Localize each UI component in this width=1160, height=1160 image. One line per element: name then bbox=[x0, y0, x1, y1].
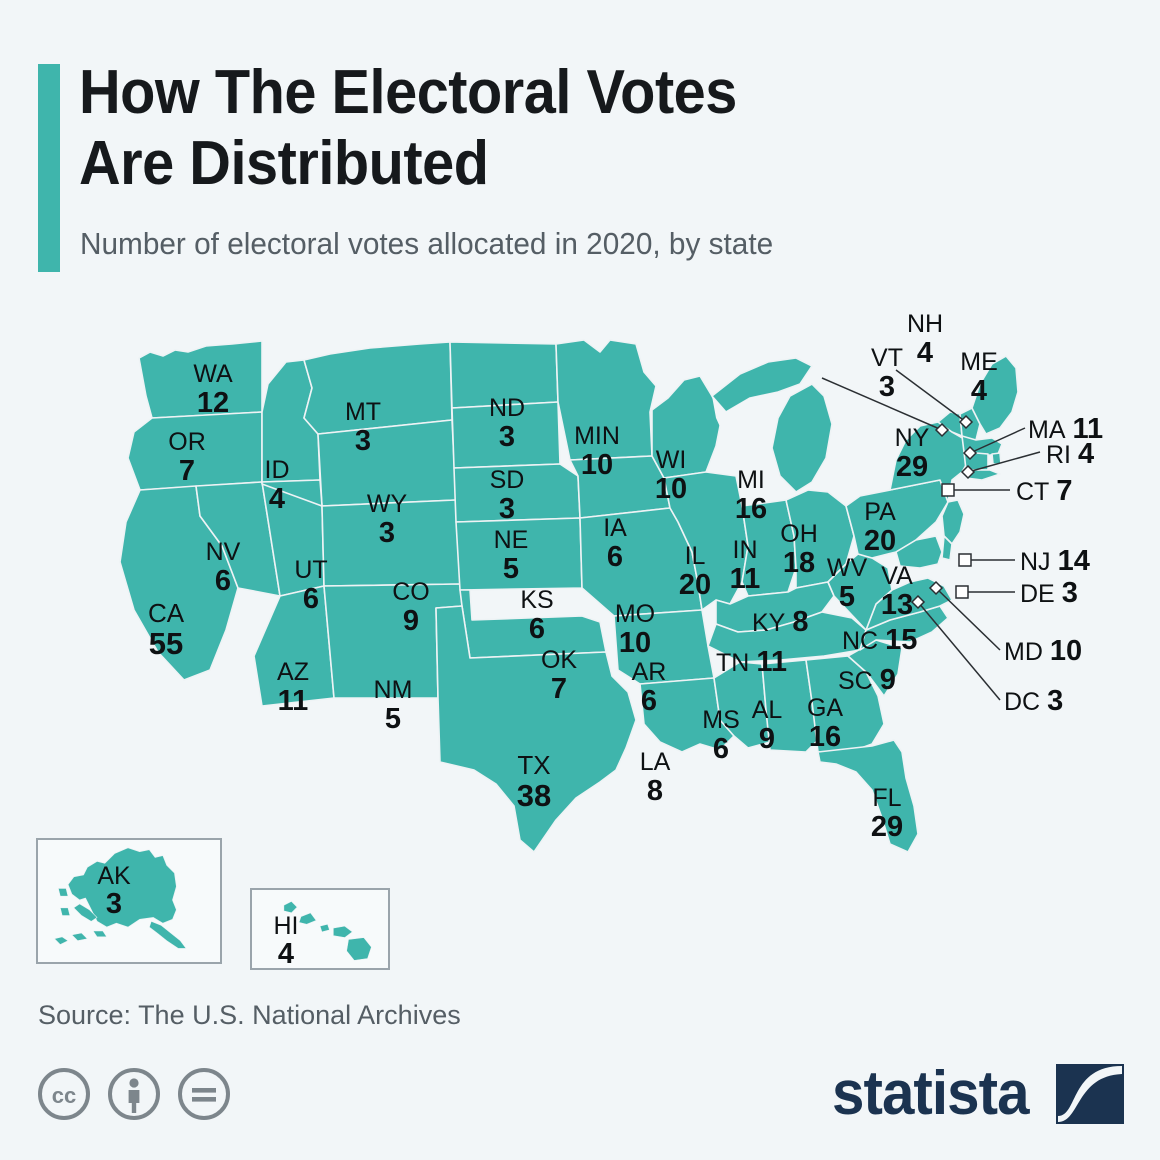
page-subtitle: Number of electoral votes allocated in 2… bbox=[80, 226, 774, 261]
callout-label-nj: NJ 14 bbox=[1020, 545, 1090, 577]
cc-by-person-icon bbox=[108, 1068, 160, 1120]
callout-label-ri: RI 4 bbox=[1046, 438, 1095, 470]
state-label-ak: AK 3 bbox=[97, 862, 131, 920]
page-title: How The Electoral Votes Are Distributed bbox=[79, 58, 737, 198]
callout-label-dc: DC 3 bbox=[1004, 685, 1064, 717]
cc-nd-equals-icon bbox=[178, 1068, 230, 1120]
callout-leaders bbox=[821, 369, 1041, 701]
statista-wordmark: statista bbox=[832, 1059, 1029, 1128]
callout-label-nh: NH 4 bbox=[906, 310, 944, 369]
alaska-inset: AK 3 bbox=[36, 838, 222, 964]
cc-icon: cc bbox=[38, 1068, 90, 1120]
state-label-hi: HI 4 bbox=[273, 912, 299, 970]
statista-mark-icon bbox=[1056, 1064, 1125, 1124]
callout-label-ct: CT 7 bbox=[1016, 475, 1073, 507]
callout-label-ma: MA 11 bbox=[1028, 413, 1104, 445]
callout-label-de: DE 3 bbox=[1020, 577, 1078, 609]
state-shapes bbox=[119, 339, 1019, 853]
license-icons: cc bbox=[36, 1066, 232, 1122]
hawaii-inset: HI 4 bbox=[250, 888, 390, 970]
svg-text:cc: cc bbox=[52, 1083, 76, 1108]
great-lakes bbox=[712, 370, 866, 466]
source-text: Source: The U.S. National Archives bbox=[38, 1000, 461, 1030]
callout-label-vt: VT 3 bbox=[871, 344, 903, 403]
statista-logo: statista bbox=[832, 1062, 1126, 1126]
callout-label-md: MD 10 bbox=[1004, 635, 1083, 667]
title-accent-bar bbox=[38, 64, 60, 272]
